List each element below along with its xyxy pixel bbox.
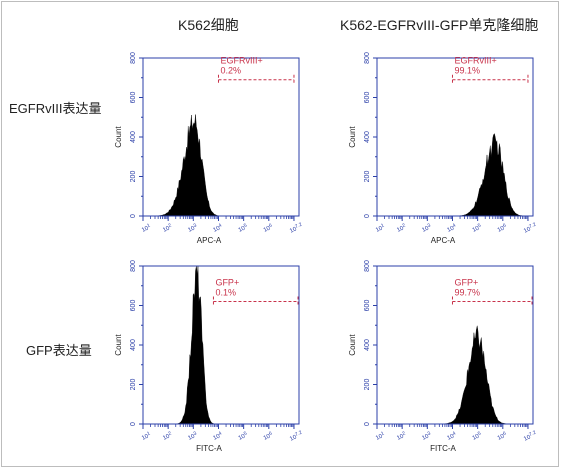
row-title-gfp: GFP表达量 — [26, 343, 92, 358]
y-axis-label: Count — [348, 334, 357, 356]
gate-percentage: 99.7% — [454, 288, 480, 298]
y-axis-label: Count — [114, 334, 123, 356]
x-tick-label: 105 — [237, 430, 249, 441]
x-tick-label: 104 — [446, 222, 458, 233]
x-tick-label: 107.2 — [522, 430, 538, 443]
y-tick-label: 800 — [130, 260, 137, 272]
x-tick-label: 104 — [446, 430, 458, 441]
y-tick-label: 400 — [130, 131, 137, 143]
x-axis-label: APC-A — [431, 236, 456, 245]
y-tick-label: 0 — [130, 214, 137, 218]
panel-row1-col1: 0 200 400 600 800 Count 101 102 103 104 105 106 107.… — [114, 52, 304, 245]
x-tick-label: 103 — [186, 430, 198, 441]
y-tick-label: 0 — [364, 422, 371, 426]
x-tick-label: 101 — [140, 430, 152, 441]
x-tick-label: 103 — [420, 222, 432, 233]
gate-label: EGFRvIII+ — [454, 56, 496, 66]
x-tick-label: 102 — [395, 222, 407, 233]
x-tick-label: 101 — [374, 430, 386, 441]
gate-label: GFP+ — [454, 278, 478, 288]
x-tick-label: 106 — [496, 222, 508, 233]
x-axis-label: FITC-A — [430, 444, 456, 453]
gate-percentage: 0.2% — [220, 66, 241, 76]
gate-marker — [217, 74, 295, 85]
y-tick-label: 400 — [364, 339, 371, 351]
histogram-row1-col1 — [143, 114, 299, 217]
x-tick-label: 106 — [496, 430, 508, 441]
y-tick-label: 600 — [130, 92, 137, 104]
x-tick-label: 104 — [212, 222, 224, 233]
x-tick-label: 106 — [262, 222, 274, 233]
x-tick-label: 102 — [395, 430, 407, 441]
x-tick-label: 101 — [374, 222, 386, 233]
x-tick-label: 103 — [420, 430, 432, 441]
x-tick-label: 107.2 — [288, 430, 304, 443]
x-tick-label: 102 — [161, 222, 173, 233]
plot-frame — [142, 57, 300, 217]
gate-percentage: 99.1% — [454, 66, 480, 76]
y-tick-label: 200 — [130, 171, 137, 183]
y-tick-label: 0 — [364, 214, 371, 218]
gate-marker — [212, 296, 299, 307]
x-tick-label: 104 — [212, 430, 224, 441]
y-tick-label: 400 — [130, 339, 137, 351]
y-tick-label: 400 — [364, 131, 371, 143]
histogram-row1-col2 — [377, 133, 533, 217]
y-tick-label: 800 — [364, 52, 371, 64]
plot-frame — [376, 57, 534, 217]
y-tick-label: 0 — [130, 422, 137, 426]
y-tick-label: 200 — [364, 171, 371, 183]
gate-label: GFP+ — [215, 278, 239, 288]
y-tick-label: 600 — [130, 300, 137, 312]
gate-label: EGFRvIII+ — [220, 56, 262, 66]
y-axis-label: Count — [114, 126, 123, 148]
y-axis-label: Count — [348, 126, 357, 148]
column-title-k562-egfrviii-gfp: K562-EGFRvIII-GFP单克隆细胞 — [340, 17, 539, 33]
x-tick-label: 107.2 — [522, 222, 538, 235]
panel-row2-col2: 0 200 400 600 800 Count 101 102 103 104 105 106 107.… — [348, 260, 538, 453]
x-tick-label: 105 — [471, 222, 483, 233]
y-tick-label: 200 — [130, 379, 137, 391]
x-tick-label: 103 — [186, 222, 198, 233]
row-title-egfrviii: EGFRvIII表达量 — [9, 101, 102, 116]
x-tick-label: 101 — [140, 222, 152, 233]
y-tick-label: 200 — [364, 379, 371, 391]
x-tick-label: 105 — [471, 430, 483, 441]
x-axis-label: APC-A — [197, 236, 222, 245]
x-tick-label: 102 — [161, 430, 173, 441]
panel-row2-col1: 0 200 400 600 800 Count 101 102 103 104 105 106 107.… — [114, 260, 304, 453]
x-axis-label: FITC-A — [196, 444, 222, 453]
x-tick-label: 106 — [262, 430, 274, 441]
y-tick-label: 600 — [364, 92, 371, 104]
x-tick-label: 105 — [237, 222, 249, 233]
y-tick-label: 800 — [130, 52, 137, 64]
gate-marker — [451, 296, 533, 307]
x-tick-label: 107.2 — [288, 222, 304, 235]
column-title-k562: K562细胞 — [178, 17, 239, 33]
histogram-row2-col2 — [377, 325, 533, 425]
y-tick-label: 800 — [364, 260, 371, 272]
panel-row1-col2: 0 200 400 600 800 Count 101 102 103 104 105 106 107.… — [348, 52, 538, 245]
gate-marker — [451, 74, 529, 85]
y-tick-label: 600 — [364, 300, 371, 312]
gate-percentage: 0.1% — [215, 288, 236, 298]
